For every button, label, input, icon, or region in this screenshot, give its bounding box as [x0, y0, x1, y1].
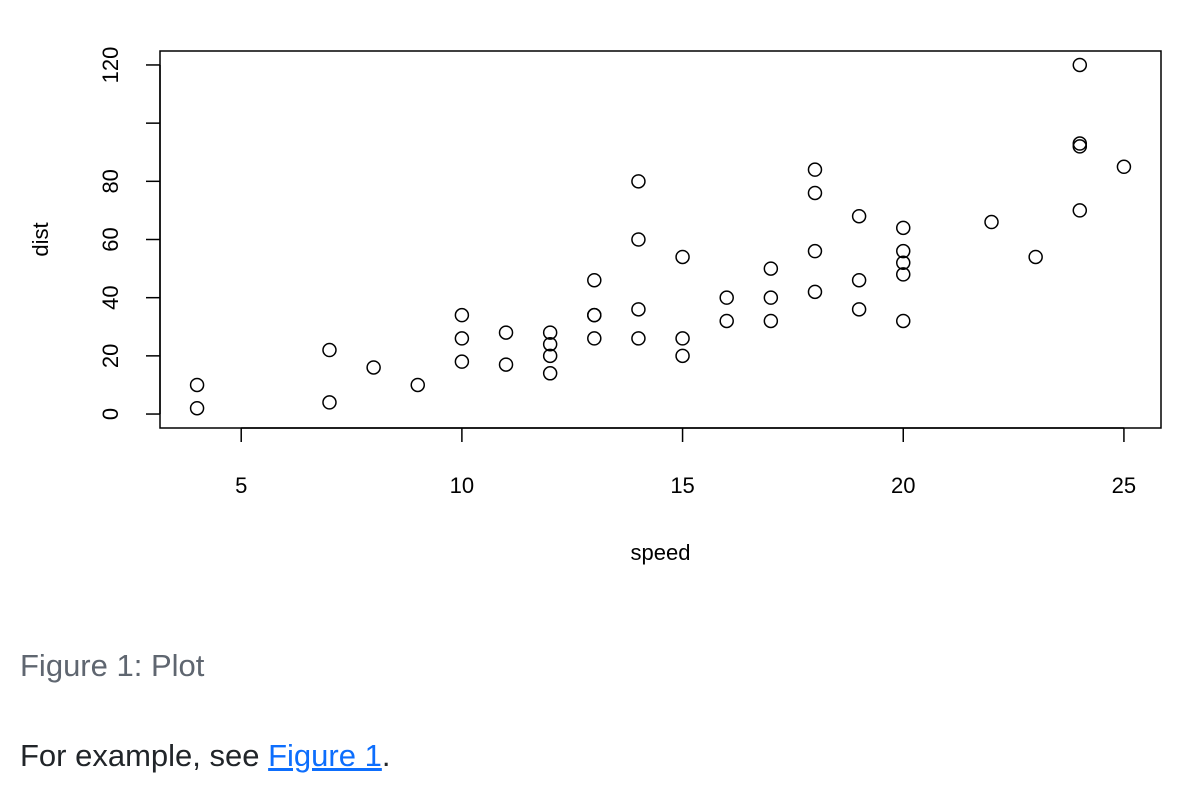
data-point — [189, 400, 205, 416]
data-point — [895, 243, 911, 259]
data-point — [542, 366, 558, 381]
data-point — [322, 342, 337, 358]
data-point — [587, 272, 602, 288]
paragraph-suffix: . — [381, 738, 391, 773]
data-point — [1072, 57, 1088, 73]
data-point — [1116, 159, 1132, 175]
data-point — [542, 325, 558, 340]
plot-frame — [159, 50, 1162, 429]
data-point — [631, 232, 646, 247]
data-point — [454, 331, 470, 346]
scatter-plot: 5 10 15 20 25 0 20 40 60 80 120 speed dist — [28, 47, 1162, 565]
y-tick-label: 20 — [98, 344, 123, 368]
data-point — [851, 208, 867, 224]
paragraph-prefix: For example, see — [20, 738, 269, 773]
x-tick-label: 10 — [450, 473, 474, 498]
data-point — [851, 272, 867, 288]
figure-link[interactable]: Figure 1 — [268, 738, 382, 773]
data-point — [631, 302, 646, 317]
data-point — [719, 290, 734, 305]
x-tick-label: 20 — [891, 473, 915, 498]
data-point — [631, 331, 646, 346]
body-paragraph: For example, see Figure 1. — [20, 738, 390, 774]
data-point — [851, 302, 867, 317]
data-point — [895, 267, 911, 282]
data-point — [895, 255, 911, 271]
data-point — [895, 220, 911, 236]
data-point — [807, 284, 823, 300]
data-point — [631, 174, 646, 189]
data-point — [895, 313, 911, 329]
data-point — [498, 357, 514, 372]
data-point — [675, 331, 690, 346]
data-point — [587, 331, 602, 346]
data-point — [1072, 136, 1088, 151]
y-tick-label: 80 — [98, 169, 123, 193]
data-point — [763, 313, 779, 329]
y-tick-label: 0 — [98, 408, 123, 420]
data-point — [189, 377, 205, 393]
y-tick-label: 40 — [98, 285, 123, 309]
x-axis-title: speed — [631, 540, 691, 565]
data-point — [675, 348, 690, 364]
data-point — [410, 377, 426, 393]
data-point — [763, 290, 779, 305]
data-point — [1028, 249, 1043, 265]
data-point — [322, 395, 337, 410]
data-point — [807, 162, 823, 177]
data-point — [1072, 203, 1088, 218]
data-point — [719, 313, 734, 329]
x-tick-label: 15 — [670, 473, 694, 498]
data-point — [1072, 139, 1088, 154]
data-point — [587, 307, 602, 323]
data-point — [984, 214, 999, 230]
y-tick-label: 60 — [98, 227, 123, 251]
data-point — [454, 354, 470, 369]
data-point — [675, 249, 690, 265]
figure-caption: Figure 1: Plot — [20, 648, 205, 683]
y-tick-label: 120 — [98, 47, 123, 84]
data-point — [542, 348, 558, 364]
data-point — [807, 243, 823, 259]
data-point — [498, 325, 514, 340]
data-point — [454, 307, 470, 323]
data-point — [807, 185, 823, 201]
x-tick-label: 5 — [235, 473, 247, 498]
data-point — [763, 261, 779, 276]
x-tick-label: 25 — [1112, 473, 1136, 498]
data-point — [542, 336, 558, 352]
y-axis-title: dist — [28, 222, 53, 256]
data-point — [366, 360, 381, 375]
